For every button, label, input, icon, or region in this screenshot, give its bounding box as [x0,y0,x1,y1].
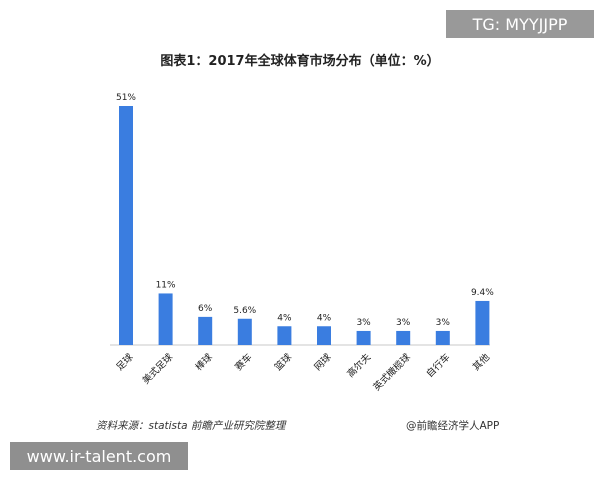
bar-2 [198,316,213,345]
bar-3 [237,318,252,345]
value-label-5: 4% [317,313,332,323]
category-label-2: 棒球 [193,351,215,373]
value-label-3: 5.6% [233,306,256,316]
bar-5 [317,326,331,345]
brand-credit: @前瞻经济学人APP [406,420,500,432]
value-label-1: 11% [156,280,176,290]
source-note: 资料来源：statista 前瞻产业研究院整理 [96,420,286,432]
value-label-7: 3% [396,318,411,328]
value-label-0: 51% [116,93,136,103]
bar-1 [158,293,173,345]
category-label-5: 网球 [312,351,334,373]
category-label-1: 美式足球 [140,351,176,387]
category-label-6: 高尔夫 [345,351,374,380]
bar-9 [475,300,490,345]
value-label-6: 3% [356,318,371,328]
category-label-9: 其他 [470,351,492,373]
category-label-0: 足球 [114,351,136,373]
category-label-8: 自行车 [424,351,453,380]
value-label-9: 9.4% [471,288,494,298]
bar-6 [356,330,371,345]
chart-title: 图表1：2017年全球体育市场分布（单位：%） [160,54,440,69]
category-label-4: 篮球 [272,351,294,373]
value-label-8: 3% [436,318,451,328]
bar-8 [435,330,450,345]
value-label-2: 6% [198,304,213,314]
category-label-7: 英式橄榄球 [371,351,413,393]
url-watermark-badge: www.ir-talent.com [10,442,188,470]
category-label-3: 赛车 [233,351,255,373]
value-label-4: 4% [277,313,292,323]
bar-0 [119,106,133,345]
tg-watermark-badge: TG: MYYJJPP [446,10,594,38]
bar-7 [396,330,411,345]
bar-4 [277,326,292,345]
